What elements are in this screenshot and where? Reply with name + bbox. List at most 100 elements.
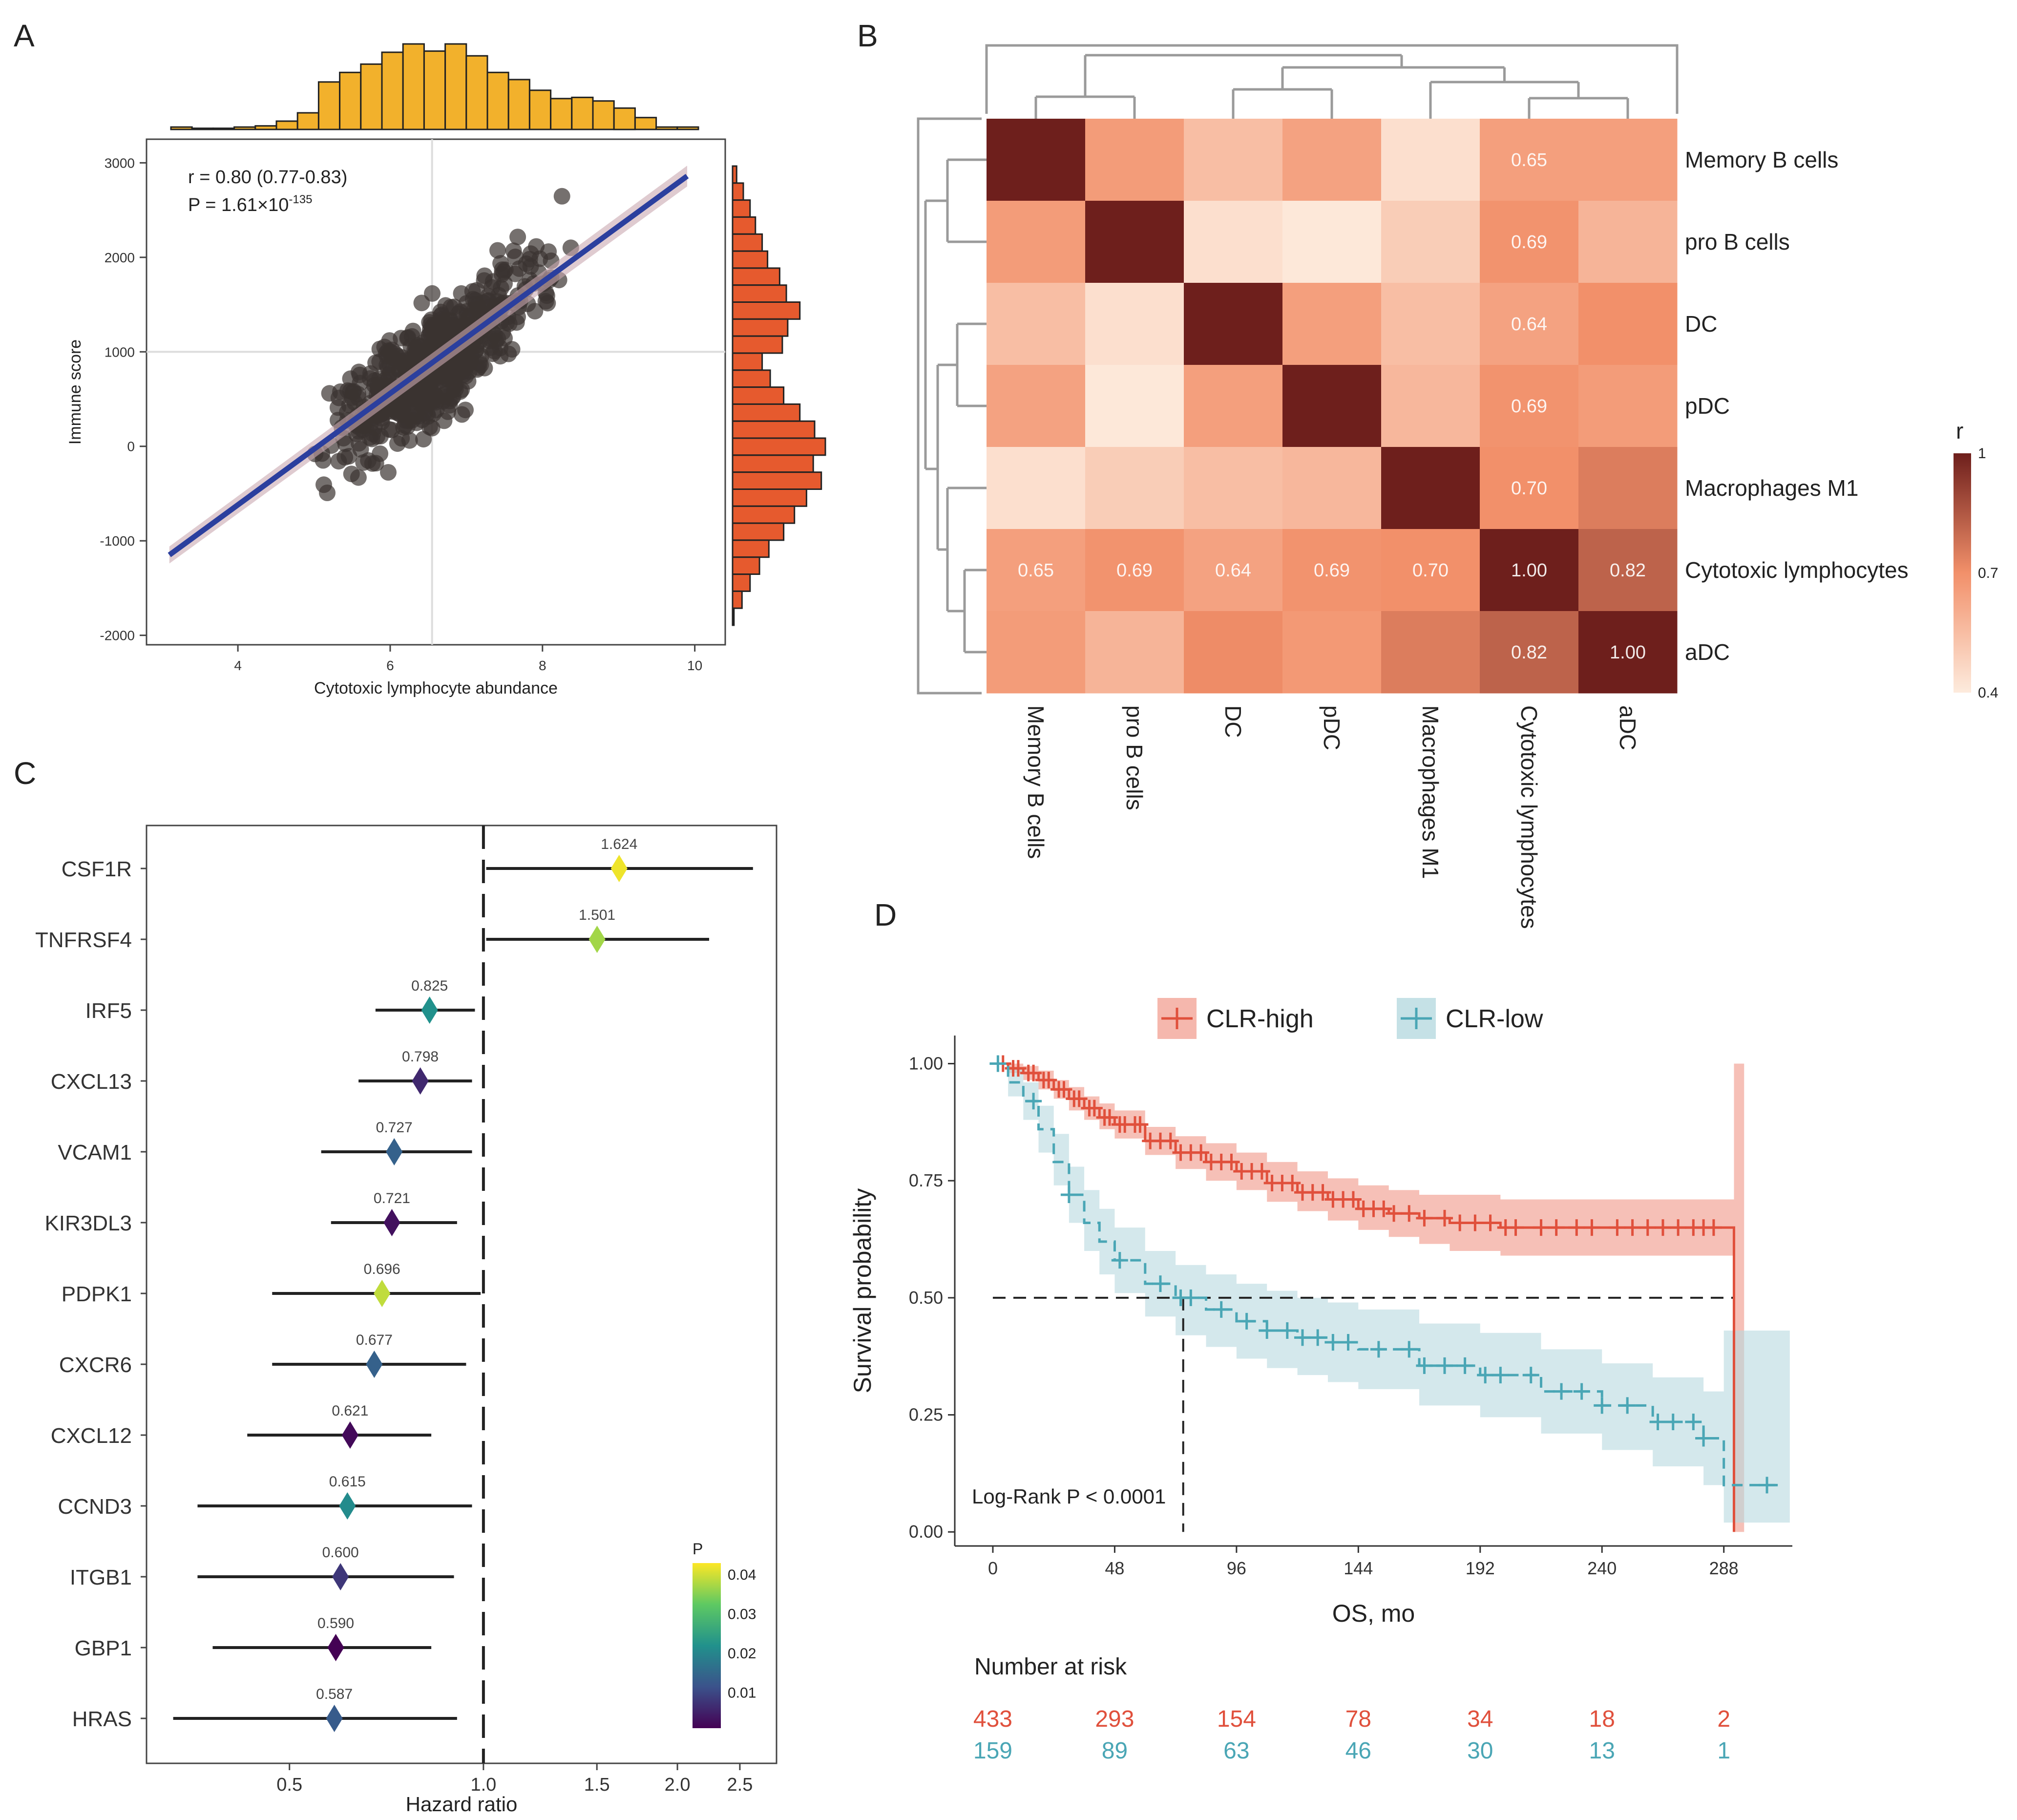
p-legend-tick: 0.01 bbox=[728, 1685, 756, 1701]
top-histogram-bar bbox=[254, 125, 277, 130]
heatmap-cell bbox=[1578, 283, 1678, 365]
p-legend-tick: 0.04 bbox=[728, 1567, 756, 1583]
censor-mark bbox=[989, 1055, 1007, 1072]
x-tick-label: 4 bbox=[234, 658, 242, 673]
cell-label: 0.65 bbox=[1018, 560, 1054, 581]
data-point bbox=[446, 298, 462, 316]
heatmap-cell bbox=[1381, 119, 1480, 201]
x-tick-label: 1.5 bbox=[584, 1775, 610, 1795]
heatmap-cell bbox=[1282, 611, 1382, 694]
risk-count: 89 bbox=[1102, 1738, 1128, 1764]
x-tick-label: 1.0 bbox=[470, 1775, 496, 1795]
censor-mark bbox=[1162, 1132, 1179, 1149]
heatmap-cell bbox=[1184, 201, 1283, 283]
cell-label: 0.69 bbox=[1511, 232, 1547, 253]
top-histogram-bar bbox=[465, 55, 488, 130]
heatmap-cell bbox=[1184, 529, 1283, 612]
data-point bbox=[350, 389, 367, 406]
p-value-exponent: -135 bbox=[289, 193, 312, 206]
panel-a-scatter: 4 6 8 10 -2000 -1000 0 1000 2000 3000 Cytotoxic ly… bbox=[66, 43, 826, 698]
x-tick-label: 0.5 bbox=[276, 1775, 302, 1795]
heatmap-cell bbox=[1480, 283, 1579, 365]
censor-mark bbox=[1101, 1109, 1118, 1126]
data-point bbox=[504, 341, 521, 358]
data-point bbox=[490, 287, 507, 304]
data-point bbox=[526, 303, 544, 320]
risk-count: 34 bbox=[1467, 1706, 1493, 1732]
data-point bbox=[489, 242, 506, 259]
heatmap-cell bbox=[1184, 283, 1283, 365]
right-histogram-bar bbox=[732, 488, 807, 507]
censor-mark bbox=[1664, 1413, 1681, 1430]
column-label: Macrophages M1 bbox=[1418, 705, 1443, 879]
right-histogram-bar bbox=[732, 335, 783, 354]
censor-mark bbox=[1284, 1175, 1301, 1191]
heatmap-cell bbox=[1381, 529, 1480, 612]
gene-label: CXCL13 bbox=[51, 1070, 132, 1094]
data-point bbox=[489, 330, 506, 347]
y-tick-label: 2000 bbox=[105, 250, 135, 265]
heatmap-cell bbox=[1578, 119, 1678, 201]
data-point bbox=[511, 260, 528, 277]
data-point bbox=[458, 307, 475, 324]
x-tick-label: 0 bbox=[988, 1558, 998, 1578]
hr-marker bbox=[588, 926, 606, 953]
data-point bbox=[486, 342, 503, 360]
censor-mark bbox=[1294, 1329, 1311, 1346]
cell-label: 1.00 bbox=[1610, 642, 1646, 663]
censor-mark bbox=[1639, 1219, 1656, 1236]
hr-marker bbox=[341, 1421, 358, 1449]
p-value-annotation: P = 1.61×10-135 bbox=[188, 193, 312, 215]
right-histogram-bar bbox=[732, 420, 816, 439]
top-histogram-bar bbox=[191, 127, 214, 130]
gene-label: TNFRSF4 bbox=[35, 928, 132, 952]
panel-letter-b: B bbox=[857, 18, 878, 53]
row-label: Memory B cells bbox=[1685, 147, 1838, 172]
right-histogram-bar bbox=[732, 403, 801, 422]
censor-mark bbox=[1553, 1383, 1570, 1400]
data-point bbox=[553, 188, 570, 205]
data-point bbox=[425, 405, 442, 422]
data-point bbox=[336, 449, 354, 466]
top-histogram-bar bbox=[296, 112, 319, 130]
top-histogram-bar bbox=[676, 126, 699, 130]
logrank-annotation: Log-Rank P < 0.0001 bbox=[972, 1485, 1166, 1508]
y-tick-label: 0.25 bbox=[909, 1405, 943, 1425]
y-tick-label: 1.00 bbox=[909, 1054, 943, 1074]
y-tick-label: 0 bbox=[127, 439, 135, 454]
hr-value-label: 0.727 bbox=[376, 1120, 413, 1136]
y-axis-label: Immune score bbox=[66, 339, 84, 444]
y-tick-label: 0.50 bbox=[909, 1288, 943, 1308]
cell-label: 0.65 bbox=[1511, 150, 1547, 170]
data-point bbox=[371, 353, 388, 370]
censor-mark bbox=[1573, 1383, 1590, 1400]
censor-mark bbox=[1279, 1322, 1296, 1339]
heatmap-cell bbox=[1381, 365, 1480, 447]
y-tick-label: -1000 bbox=[100, 533, 135, 549]
censor-mark bbox=[1111, 1252, 1128, 1269]
hr-value-label: 0.621 bbox=[332, 1403, 368, 1419]
row-label: Macrophages M1 bbox=[1685, 475, 1858, 501]
censor-mark bbox=[1009, 1060, 1027, 1077]
censor-mark bbox=[1071, 1090, 1088, 1107]
censor-mark bbox=[1507, 1219, 1524, 1236]
censor-mark bbox=[1568, 1219, 1585, 1236]
top-histogram-bar bbox=[339, 71, 362, 130]
y-tick-label: -2000 bbox=[100, 628, 135, 643]
color-legend-tick: 1 bbox=[1978, 445, 1986, 462]
right-histogram-bar bbox=[732, 607, 735, 626]
hr-marker bbox=[610, 855, 628, 882]
censor-mark bbox=[1467, 1214, 1484, 1231]
color-legend-title: r bbox=[1956, 418, 1963, 444]
risk-count: 2 bbox=[1717, 1706, 1730, 1732]
column-label: pro B cells bbox=[1122, 705, 1147, 810]
column-label: Memory B cells bbox=[1023, 705, 1049, 859]
heatmap-cell bbox=[1184, 611, 1283, 694]
censor-mark bbox=[1619, 1397, 1636, 1414]
hr-value-label: 0.615 bbox=[329, 1474, 366, 1490]
x-tick-label: 144 bbox=[1344, 1558, 1373, 1578]
x-tick-label: 10 bbox=[687, 658, 702, 673]
p-legend-tick: 0.02 bbox=[728, 1646, 756, 1662]
p-legend-tick: 0.03 bbox=[728, 1607, 756, 1623]
censor-mark bbox=[1040, 1072, 1057, 1089]
